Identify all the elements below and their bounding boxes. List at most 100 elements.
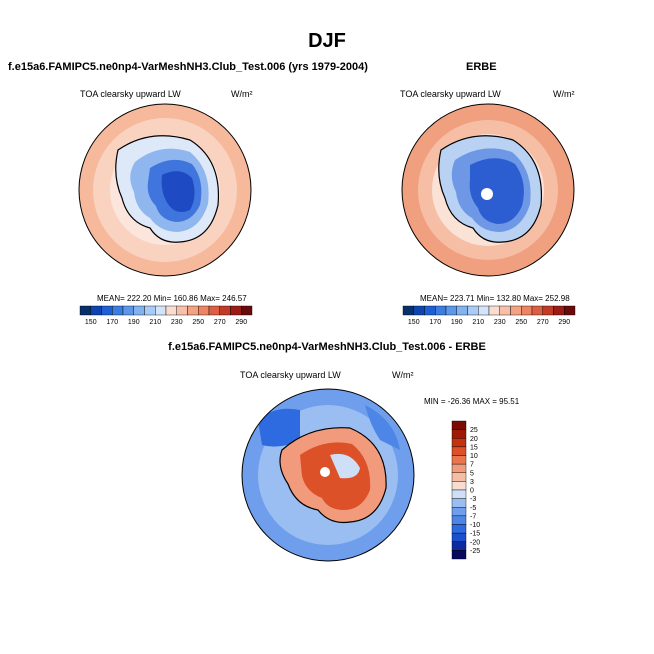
model-map bbox=[78, 103, 252, 277]
colorbar-swatch bbox=[451, 498, 467, 508]
diff-map-east-low bbox=[365, 405, 400, 450]
colorbar-swatch bbox=[198, 305, 210, 316]
colorbar-tick-label: 230 bbox=[494, 319, 506, 326]
model-variable-label: TOA clearsky upward LW bbox=[80, 89, 181, 99]
colorbar-tick-label: 230 bbox=[171, 319, 183, 326]
colorbar-tick-label: 3 bbox=[470, 479, 474, 486]
model-stats: MEAN= 222.20 Min= 160.86 Max= 246.57 bbox=[97, 294, 247, 303]
colorbar-tick-label: 190 bbox=[451, 319, 463, 326]
colorbar-swatch bbox=[90, 305, 102, 316]
colorbar-tick-label: 25 bbox=[470, 427, 478, 434]
colorbar-swatch bbox=[451, 481, 467, 491]
colorbar-tick-label: 170 bbox=[429, 319, 441, 326]
colorbar-swatch bbox=[542, 305, 554, 316]
colorbar-swatch bbox=[402, 305, 414, 316]
diff-stats: MIN = -26.36 MAX = 95.51 bbox=[424, 397, 520, 406]
diff-units-label: W/m² bbox=[392, 370, 414, 380]
colorbar-swatch bbox=[165, 305, 177, 316]
colorbar-tick-label: 270 bbox=[537, 319, 549, 326]
colorbar-tick-label: -5 bbox=[470, 505, 476, 512]
colorbar-tick-label: -3 bbox=[470, 496, 476, 503]
diff-coastline bbox=[279, 427, 387, 524]
page-title: DJF bbox=[308, 30, 346, 52]
colorbar-tick-label: 290 bbox=[558, 319, 570, 326]
colorbar-swatch bbox=[101, 305, 113, 316]
colorbar-swatch bbox=[521, 305, 533, 316]
colorbar-swatch bbox=[456, 305, 468, 316]
obs-map bbox=[401, 103, 575, 277]
colorbar-tick-label: -10 bbox=[470, 522, 480, 529]
colorbar-swatch bbox=[187, 305, 199, 316]
colorbar-swatch bbox=[241, 305, 253, 316]
colorbar-tick-label: 270 bbox=[214, 319, 226, 326]
diff-map-weddell-low bbox=[258, 408, 300, 447]
colorbar-tick-label: 210 bbox=[149, 319, 161, 326]
colorbar-tick-label: 7 bbox=[470, 462, 474, 469]
colorbar-swatch bbox=[144, 305, 156, 316]
colorbar-swatch bbox=[451, 515, 467, 525]
colorbar-swatch bbox=[219, 305, 231, 316]
colorbar-swatch bbox=[445, 305, 457, 316]
colorbar-swatch bbox=[451, 532, 467, 542]
colorbar-tick-label: -7 bbox=[470, 513, 476, 520]
colorbar-swatch bbox=[133, 305, 145, 316]
colorbar-swatch bbox=[451, 507, 467, 517]
colorbar-swatch bbox=[208, 305, 220, 316]
colorbar-tick-label: 250 bbox=[192, 319, 204, 326]
colorbar-tick-label: 290 bbox=[235, 319, 247, 326]
colorbar-swatch bbox=[451, 420, 467, 430]
colorbar-swatch bbox=[564, 305, 576, 316]
model-panel-header: f.e15a6.FAMIPC5.ne0np4-VarMeshNH3.Club_T… bbox=[8, 61, 368, 73]
colorbar-swatch bbox=[488, 305, 500, 316]
obs-stats: MEAN= 223.71 Min= 132.80 Max= 252.98 bbox=[420, 294, 570, 303]
colorbar-swatch bbox=[553, 305, 565, 316]
model-coastline bbox=[115, 135, 220, 243]
colorbar-tick-label: 10 bbox=[470, 453, 478, 460]
colorbar-tick-label: 0 bbox=[470, 488, 474, 495]
colorbar-swatch bbox=[478, 305, 490, 316]
colorbar-swatch bbox=[112, 305, 124, 316]
diff-antarctica-cool-patch bbox=[330, 453, 360, 479]
obs-variable-label: TOA clearsky upward LW bbox=[400, 89, 501, 99]
colorbar-swatch bbox=[451, 455, 467, 465]
colorbar-swatch bbox=[451, 446, 467, 456]
obs-units-label: W/m² bbox=[553, 89, 575, 99]
colorbar-swatch bbox=[435, 305, 447, 316]
colorbar-swatch bbox=[451, 429, 467, 439]
model-antarctica-plateau bbox=[161, 171, 195, 212]
colorbar-swatch bbox=[467, 305, 479, 316]
colorbar-swatch bbox=[499, 305, 511, 316]
diff-map bbox=[241, 388, 415, 562]
model-map-border bbox=[78, 103, 252, 277]
colorbar-tick-label: -15 bbox=[470, 531, 480, 538]
colorbar-tick-label: 250 bbox=[515, 319, 527, 326]
colorbar-tick-label: 5 bbox=[470, 470, 474, 477]
colorbar-tick-label: 150 bbox=[408, 319, 420, 326]
colorbar-tick-label: 150 bbox=[85, 319, 97, 326]
obs-map-border bbox=[401, 103, 575, 277]
obs-pole-hole bbox=[481, 188, 493, 200]
colorbar-swatch bbox=[451, 438, 467, 448]
diff-map-border bbox=[241, 388, 415, 562]
colorbar-swatch bbox=[451, 489, 467, 499]
colorbar-swatch bbox=[451, 524, 467, 534]
diff-pole-hole bbox=[320, 467, 330, 477]
colorbar-swatch bbox=[424, 305, 436, 316]
diff-panel-header: f.e15a6.FAMIPC5.ne0np4-VarMeshNH3.Club_T… bbox=[168, 341, 486, 353]
colorbar-swatch bbox=[230, 305, 242, 316]
obs-panel-header: ERBE bbox=[466, 61, 497, 73]
colorbar-swatch bbox=[451, 472, 467, 482]
colorbar-swatch bbox=[451, 463, 467, 473]
colorbar-tick-label: -20 bbox=[470, 539, 480, 546]
colorbar-tick-label: 15 bbox=[470, 444, 478, 451]
colorbar-swatch bbox=[451, 550, 467, 560]
obs-coastline bbox=[438, 135, 543, 243]
colorbar-swatch bbox=[176, 305, 188, 316]
model-units-label: W/m² bbox=[231, 89, 253, 99]
colorbar-tick-label: 20 bbox=[470, 436, 478, 443]
colorbar-tick-label: 190 bbox=[128, 319, 140, 326]
model-colorbar: 150 170 190 210 230 250 270 290 bbox=[79, 305, 253, 326]
diff-variable-label: TOA clearsky upward LW bbox=[240, 370, 341, 380]
colorbar-swatch bbox=[122, 305, 134, 316]
